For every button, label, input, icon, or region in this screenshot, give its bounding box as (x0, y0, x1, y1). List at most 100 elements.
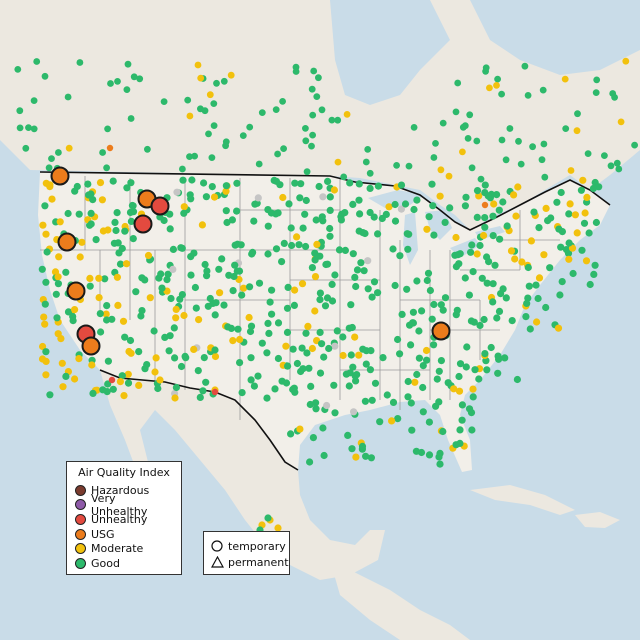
monitor-site (122, 260, 131, 268)
legend-label: Good (91, 556, 120, 570)
monitor-site (250, 382, 258, 390)
monitor-site (502, 294, 510, 302)
monitor-site (546, 264, 554, 272)
monitor-site (274, 150, 281, 158)
monitor-site (283, 304, 292, 312)
monitor-site (374, 230, 382, 238)
monitor-site (308, 264, 316, 272)
monitor-site (422, 346, 431, 355)
monitor-site (16, 107, 24, 115)
monitor-site (436, 192, 444, 200)
monitor-site (360, 267, 368, 275)
monitor-site (481, 214, 489, 222)
monitor-site (467, 248, 475, 256)
monitor-site (361, 397, 369, 405)
monitor-site (303, 168, 311, 176)
monitor-site (396, 252, 404, 260)
monitor-site (136, 75, 144, 83)
monitor-site (558, 278, 566, 286)
monitor-site (358, 442, 367, 450)
monitor-site (311, 307, 319, 315)
monitor-site (413, 196, 421, 204)
monitor-site (246, 327, 255, 336)
monitor-site (355, 351, 363, 359)
monitor-site (503, 222, 511, 230)
monitor-site (48, 195, 56, 203)
monitor-site (127, 217, 135, 225)
monitor-site (54, 280, 63, 288)
monitor-site (247, 354, 255, 362)
legend-item-good: Good (75, 556, 173, 571)
monitor-site (52, 290, 60, 298)
monitor-site (39, 342, 47, 351)
monitor-site (38, 265, 46, 273)
monitor-site (246, 283, 254, 291)
monitor-site (187, 195, 195, 203)
legend-item-usg: USG (75, 527, 173, 542)
monitor-site (364, 257, 372, 265)
monitor-site (321, 302, 330, 310)
monitor-site (397, 205, 405, 213)
monitor-site (289, 385, 297, 394)
monitor-site (493, 82, 500, 89)
monitor-site (106, 144, 114, 152)
unhealthy-swatch (75, 513, 86, 525)
monitor-site (290, 301, 298, 309)
monitor-site (156, 376, 164, 384)
monitor-site (55, 149, 62, 156)
monitor-site (326, 224, 334, 233)
monitor-site (299, 365, 307, 373)
monitor-site (345, 324, 353, 332)
monitor-site (169, 265, 177, 273)
monitor-site (328, 116, 336, 124)
monitor-site (206, 91, 214, 99)
monitor-site (263, 394, 271, 402)
monitor-site (407, 399, 415, 407)
monitor-site (42, 357, 50, 365)
monitor-site (433, 375, 441, 383)
monitor-site (511, 255, 519, 263)
monitor-site (41, 300, 49, 308)
monitor-site (430, 300, 438, 309)
monitor-site (180, 209, 188, 217)
monitor-site (319, 217, 327, 225)
monitor-site (432, 140, 439, 147)
monitor-site (409, 308, 417, 316)
monitor-site (267, 209, 275, 217)
monitor-site (483, 366, 491, 374)
monitor-site (289, 345, 297, 353)
monitor-site (450, 385, 458, 393)
monitor-site (489, 298, 497, 306)
triangle-icon (210, 555, 224, 569)
monitor-site (158, 284, 166, 292)
monitor-site (458, 401, 466, 409)
monitor-site (423, 276, 431, 285)
monitor-site (71, 306, 79, 314)
monitor-site (194, 61, 202, 69)
monitor-site (435, 398, 443, 406)
monitor-site (497, 290, 505, 298)
monitor-site (452, 311, 460, 319)
monitor-site (556, 291, 564, 299)
monitor-site (419, 362, 427, 370)
monitor-site (555, 225, 563, 233)
monitor-site (123, 184, 131, 192)
monitor-site (539, 86, 547, 94)
large-monitor-site (150, 196, 170, 216)
monitor-site (607, 162, 615, 170)
monitor-site (86, 274, 94, 282)
monitor-site (75, 210, 83, 218)
monitor-site (298, 344, 306, 352)
monitor-site (367, 347, 375, 355)
monitor-site (525, 282, 533, 290)
monitor-site (99, 149, 106, 156)
monitor-site (518, 258, 526, 266)
monitor-site (222, 142, 230, 150)
monitor-site (108, 376, 116, 384)
monitor-site (313, 240, 321, 248)
monitor-site (42, 230, 50, 238)
monitor-site (359, 229, 367, 237)
monitor-site (308, 85, 316, 93)
monitor-site (239, 132, 247, 140)
monitor-site (493, 191, 501, 199)
